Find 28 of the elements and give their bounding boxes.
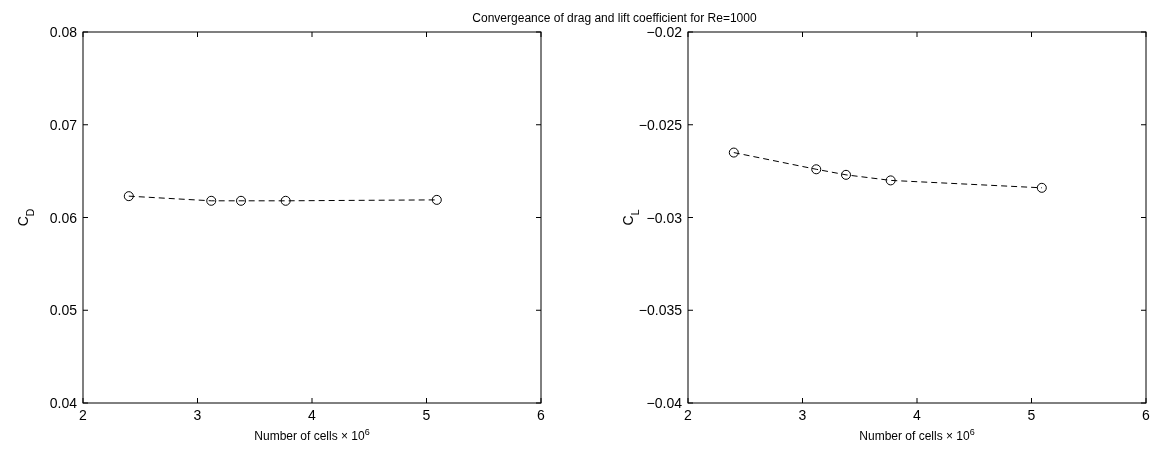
point [811,164,822,175]
y-tick-label: −0.035 [638,302,683,319]
x-tick-label: 6 [1142,407,1151,423]
point [1036,182,1047,193]
x-tick-label: 3 [193,407,202,423]
y-tick-label: 0.06 [49,209,78,226]
x-tick-label: 4 [913,407,922,423]
point [728,147,739,158]
y-tick-label: −0.02 [646,24,683,40]
point [885,175,896,186]
point [841,169,852,180]
y-tick-label: −0.04 [646,395,683,411]
x-tick-label: 5 [1027,407,1036,423]
x-axis-title: Number of cells × 10$^{6}$ [859,427,975,443]
y-tick-label: −0.03 [646,209,683,226]
x-tick-label: 4 [308,407,317,423]
y-tick-label: 0.04 [49,395,78,411]
x-tick-label: 2 [684,407,693,423]
y-tick-label: 0.07 [49,116,78,133]
y-tick-label: −0.025 [638,116,683,133]
x-tick-label: 2 [79,407,88,423]
x-tick-label: 5 [422,407,431,423]
x-tick-label: 3 [798,407,807,423]
x-tick-label: 6 [537,407,546,423]
y-tick-label: 0.05 [49,302,78,319]
text: Convergeance of drag and lift coefficient for Re=1000 [472,11,757,25]
y-tick-label: 0.08 [49,24,78,40]
x-axis-title: Number of cells × 10$^{6}$ [254,427,370,443]
